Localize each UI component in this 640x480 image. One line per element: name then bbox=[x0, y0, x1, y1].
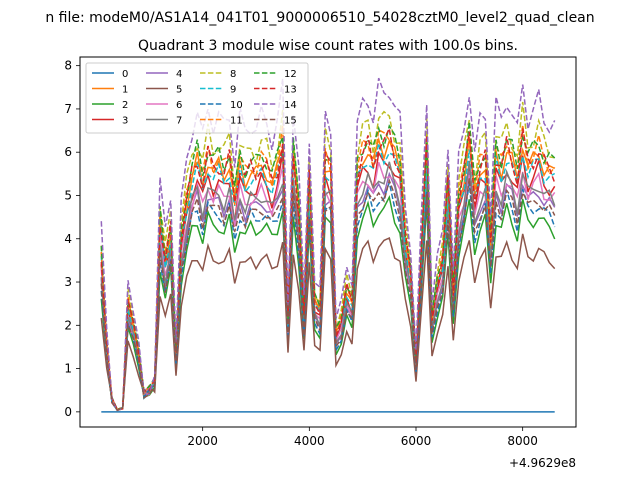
legend-label: 14 bbox=[284, 100, 297, 111]
legend-label: 4 bbox=[176, 69, 182, 80]
legend-label: 1 bbox=[122, 85, 128, 96]
legend-label: 2 bbox=[122, 100, 128, 111]
legend-label: 0 bbox=[122, 69, 128, 80]
y-tick-label: 1 bbox=[64, 362, 72, 376]
y-tick-label: 7 bbox=[64, 102, 72, 116]
chart-title: Quadrant 3 module wise count rates with … bbox=[138, 38, 518, 54]
y-tick-label: 2 bbox=[64, 318, 72, 332]
plot-frame bbox=[79, 56, 577, 428]
x-tick-label: 8000 bbox=[507, 434, 538, 448]
legend-label: 15 bbox=[284, 116, 297, 127]
legend-label: 3 bbox=[122, 116, 128, 127]
legend-label: 5 bbox=[176, 85, 182, 96]
y-tick-label: 5 bbox=[64, 188, 72, 202]
series-line-14 bbox=[100, 77, 556, 412]
y-tick-label: 4 bbox=[64, 232, 72, 246]
y-tick-label: 3 bbox=[64, 275, 72, 289]
y-tick-label: 0 bbox=[64, 405, 72, 419]
legend-label: 6 bbox=[176, 100, 182, 111]
y-tick-label: 6 bbox=[64, 145, 72, 159]
legend-label: 10 bbox=[230, 100, 243, 111]
x-tick-label: 6000 bbox=[401, 434, 432, 448]
legend-frame bbox=[85, 62, 309, 134]
legend-label: 12 bbox=[284, 69, 297, 80]
x-tick-label: 4000 bbox=[294, 434, 325, 448]
series-line-11 bbox=[100, 124, 556, 411]
legend-label: 8 bbox=[230, 69, 236, 80]
legend-label: 7 bbox=[176, 116, 182, 127]
x-offset-label: +4.9629e8 bbox=[509, 456, 576, 470]
y-tick-label: 8 bbox=[64, 59, 72, 73]
x-tick-label: 2000 bbox=[187, 434, 218, 448]
chart-suptitle: n file: modeM0/AS1A14_041T01_9000006510_… bbox=[45, 10, 594, 26]
series-line-5 bbox=[100, 233, 556, 411]
series-layer bbox=[100, 77, 556, 413]
legend-label: 13 bbox=[284, 85, 297, 96]
legend-label: 11 bbox=[230, 116, 243, 127]
legend-label: 9 bbox=[230, 85, 236, 96]
